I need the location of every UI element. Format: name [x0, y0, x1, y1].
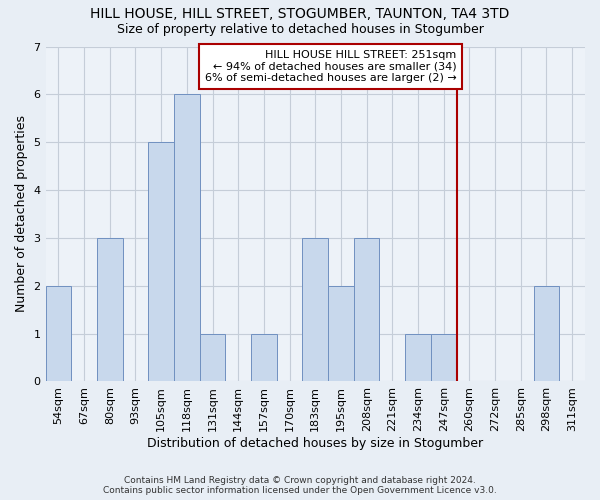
- Bar: [405, 334, 431, 382]
- Text: Contains HM Land Registry data © Crown copyright and database right 2024.
Contai: Contains HM Land Registry data © Crown c…: [103, 476, 497, 495]
- Bar: [174, 94, 200, 382]
- Bar: [148, 142, 174, 382]
- Y-axis label: Number of detached properties: Number of detached properties: [15, 116, 28, 312]
- Text: HILL HOUSE, HILL STREET, STOGUMBER, TAUNTON, TA4 3TD: HILL HOUSE, HILL STREET, STOGUMBER, TAUN…: [91, 8, 509, 22]
- Bar: [431, 334, 457, 382]
- Bar: [251, 334, 277, 382]
- Bar: [328, 286, 354, 382]
- Text: HILL HOUSE HILL STREET: 251sqm
← 94% of detached houses are smaller (34)
6% of s: HILL HOUSE HILL STREET: 251sqm ← 94% of …: [205, 50, 457, 83]
- Text: Size of property relative to detached houses in Stogumber: Size of property relative to detached ho…: [116, 22, 484, 36]
- Bar: [200, 334, 226, 382]
- Bar: [46, 286, 71, 382]
- X-axis label: Distribution of detached houses by size in Stogumber: Distribution of detached houses by size …: [147, 437, 484, 450]
- Bar: [97, 238, 122, 382]
- Bar: [354, 238, 379, 382]
- Bar: [533, 286, 559, 382]
- Bar: [302, 238, 328, 382]
